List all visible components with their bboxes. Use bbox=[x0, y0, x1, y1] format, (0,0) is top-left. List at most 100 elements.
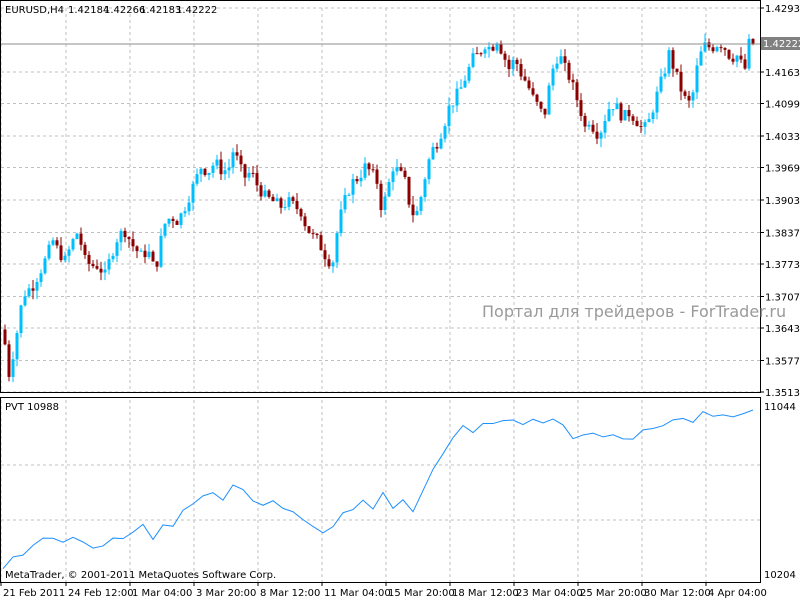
candle-body bbox=[647, 119, 651, 123]
candle-body bbox=[219, 159, 223, 175]
candle-body bbox=[11, 359, 15, 377]
price-tick-label: 1.38370 bbox=[765, 228, 800, 239]
candle-body bbox=[475, 53, 479, 55]
candle-body bbox=[355, 179, 359, 182]
candle-body bbox=[67, 249, 71, 256]
indicator-label: PVT 10988 bbox=[5, 402, 59, 413]
candle-body bbox=[507, 59, 511, 70]
candle-body bbox=[247, 172, 251, 178]
price-tick-label: 1.37730 bbox=[765, 260, 800, 271]
candle-body bbox=[15, 333, 19, 360]
candle-body bbox=[611, 109, 615, 111]
candle-body bbox=[523, 76, 527, 81]
candle-body bbox=[167, 218, 171, 224]
price-tick-label: 1.39690 bbox=[765, 164, 800, 175]
candle-body bbox=[675, 68, 679, 72]
candle-body bbox=[743, 59, 747, 69]
candle-body bbox=[111, 255, 115, 260]
candle-body bbox=[339, 209, 343, 234]
candle-body bbox=[723, 48, 727, 50]
candle-body bbox=[255, 173, 259, 186]
candle-body bbox=[3, 329, 7, 345]
candle-body bbox=[263, 190, 267, 197]
price-tick-label: 1.37070 bbox=[765, 292, 800, 303]
candle-body bbox=[227, 167, 231, 171]
candle-body bbox=[711, 47, 715, 52]
candle-body bbox=[735, 55, 739, 62]
candle-body bbox=[575, 82, 579, 101]
candle-body bbox=[27, 288, 31, 297]
candle-body bbox=[287, 197, 291, 207]
candle-body bbox=[131, 239, 135, 247]
candle-body bbox=[23, 296, 27, 306]
candle-body bbox=[471, 53, 475, 67]
candle-body bbox=[399, 167, 403, 171]
candle-body bbox=[375, 169, 379, 184]
price-tick-label: 1.40990 bbox=[765, 100, 800, 111]
candle-body bbox=[75, 233, 79, 239]
candle-body bbox=[267, 190, 271, 197]
candle-body bbox=[591, 124, 595, 132]
candle-body bbox=[323, 250, 327, 260]
candle-body bbox=[719, 47, 723, 49]
candle-body bbox=[415, 210, 419, 216]
candle-body bbox=[251, 172, 255, 174]
candle-body bbox=[203, 168, 207, 175]
price-tick-label: 1.35770 bbox=[765, 356, 800, 367]
candle-body bbox=[423, 179, 427, 198]
candle-body bbox=[491, 46, 495, 51]
candle-body bbox=[283, 206, 287, 208]
candle-body bbox=[91, 263, 95, 267]
candle-body bbox=[615, 103, 619, 110]
candle-body bbox=[211, 165, 215, 173]
candle-body bbox=[147, 251, 151, 258]
time-tick-label: 4 Apr 04:00 bbox=[708, 588, 767, 599]
candle-body bbox=[79, 233, 83, 245]
candle-body bbox=[315, 233, 319, 236]
candle-body bbox=[631, 116, 635, 121]
candle-body bbox=[455, 88, 459, 106]
indicator-scale-top: 11044 bbox=[764, 402, 796, 413]
candle-body bbox=[703, 42, 707, 52]
candle-body bbox=[135, 246, 139, 252]
candle-body bbox=[239, 155, 243, 165]
candle-body bbox=[527, 80, 531, 89]
candle-body bbox=[747, 38, 751, 69]
candle-body bbox=[299, 209, 303, 217]
candle-body bbox=[499, 43, 503, 54]
chart-symbol: EURUSD,H4 bbox=[5, 5, 64, 16]
candle-body bbox=[155, 261, 159, 267]
candle-body bbox=[635, 120, 639, 127]
price-tick-label: 1.42930 bbox=[765, 4, 800, 15]
price-axis-ticks: 1.42930 1.41630 1.40990 1.40330 1.39690 1.390… bbox=[760, 4, 800, 399]
candle-body bbox=[483, 49, 487, 54]
candle-body bbox=[123, 230, 127, 238]
candle-body bbox=[603, 120, 607, 133]
candle-body bbox=[479, 53, 483, 55]
candle-body bbox=[699, 51, 703, 66]
candle-body bbox=[451, 105, 455, 107]
candle-body bbox=[463, 80, 467, 88]
candle-body bbox=[235, 152, 239, 156]
candle-body bbox=[651, 112, 655, 120]
candle-body bbox=[59, 245, 63, 261]
candle-body bbox=[559, 56, 563, 64]
candle-body bbox=[511, 59, 515, 70]
candle-body bbox=[607, 109, 611, 121]
candle-body bbox=[335, 233, 339, 263]
candle-body bbox=[539, 101, 543, 109]
time-tick-label: 18 Mar 12:00 bbox=[452, 588, 519, 599]
candle-body bbox=[683, 91, 687, 96]
candle-body bbox=[207, 172, 211, 175]
price-tick-label: 1.35130 bbox=[765, 388, 800, 399]
candle-body bbox=[443, 126, 447, 139]
candle-body bbox=[431, 146, 435, 160]
candle-body bbox=[643, 122, 647, 127]
candle-body bbox=[383, 196, 387, 211]
candle-body bbox=[551, 68, 555, 86]
time-tick-label: 1 Mar 04:00 bbox=[132, 588, 192, 599]
candle-body bbox=[51, 240, 55, 245]
candle-body bbox=[639, 126, 643, 128]
time-tick-label: 11 Mar 04:00 bbox=[324, 588, 391, 599]
